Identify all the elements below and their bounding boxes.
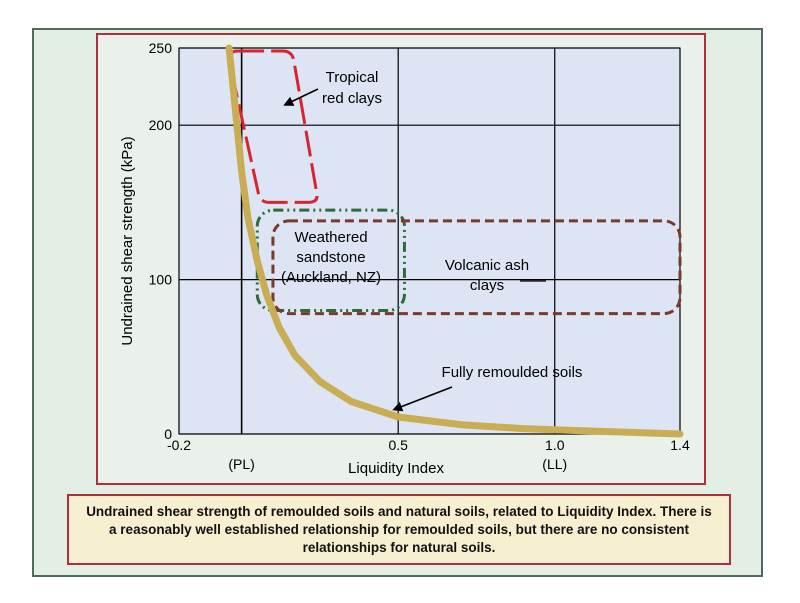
y-tick-label: 100 (149, 272, 173, 288)
grid-layer (178, 47, 681, 435)
tropical-red-clays-arrow (283, 88, 319, 106)
axis-layer: -0.2 (PL) 0.5 1.0 (LL) 1.4 0 100 200 250 (149, 40, 690, 472)
caption-text: Undrained shear strength of remoulded so… (86, 503, 712, 555)
x-tick-sublabel: (LL) (542, 456, 567, 472)
caption-box: Undrained shear strength of remoulded so… (67, 494, 731, 565)
remoulded-soils-curve (225, 44, 684, 438)
y-tick-label: 250 (149, 40, 173, 56)
x-tick-label: 1.4 (670, 437, 690, 453)
remoulded-soils-arrow (392, 386, 453, 412)
weathered-sandstone-label: Weathered sandstone (Auckland, NZ) (281, 229, 381, 286)
volcanic-ash-clays-label: Volcanic ash clays (445, 257, 529, 294)
tropical-red-clays-label: Tropical red clays (322, 69, 382, 107)
curve-layer (225, 44, 684, 438)
y-tick-label: 200 (149, 117, 173, 133)
volcanic-ash-clays-region (271, 219, 682, 316)
label-layer: Tropical red clays Weathered sandstone (Auck… (281, 69, 583, 412)
remoulded-soils-label: Fully remoulded soils (442, 364, 583, 381)
y-axis-label: Undrained shear strength (kPa) (119, 136, 136, 345)
x-tick-label: -0.2 (167, 437, 191, 453)
x-tick-sublabel: (PL) (228, 456, 254, 472)
x-tick-label: 1.0 (545, 437, 565, 453)
x-axis-label: Liquidity Index (348, 460, 444, 477)
y-tick-label: 0 (164, 426, 172, 442)
weathered-sandstone-region (255, 208, 406, 312)
x-tick-label: 0.5 (388, 437, 408, 453)
